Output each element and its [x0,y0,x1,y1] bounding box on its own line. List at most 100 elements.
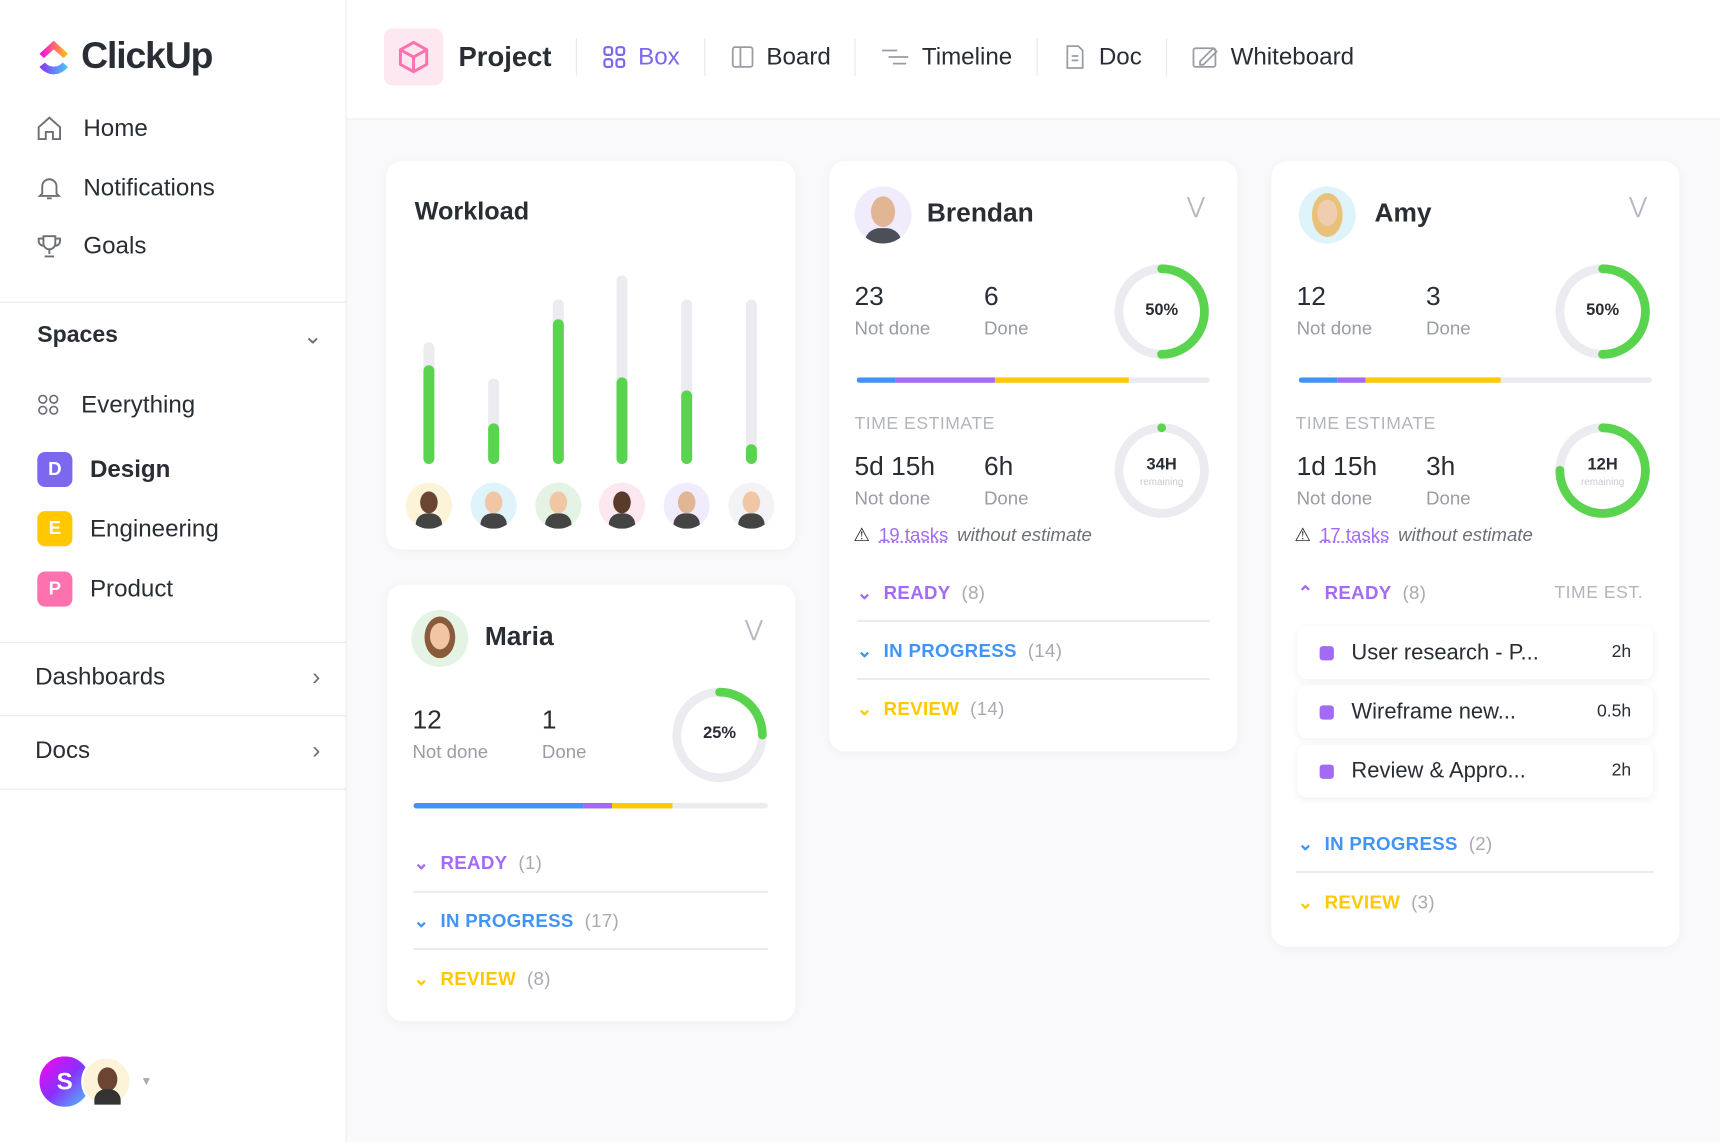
time-estimate-label: TIME ESTIMATE [1295,414,1436,434]
tasks-link[interactable]: 19 tasks [878,524,949,546]
divider [856,619,1210,622]
tab-whiteboard[interactable]: Whiteboard [1167,38,1378,75]
chevron-down-icon: ⌄ [1297,833,1314,855]
progress-donut [670,686,769,790]
status-ready[interactable]: ⌄ READY (8) [857,582,986,604]
status-in-progress[interactable]: ⌄ IN PROGRESS (2) [1298,834,1493,856]
progress-percent: 50% [1145,300,1179,320]
spaces-header[interactable]: Spaces ⌄ [37,323,322,350]
collapse-icon[interactable]: ⋁ [744,617,763,642]
chevron-down-icon: ⌄ [856,698,873,720]
time-done-label: Done [983,488,1029,509]
warning-text: without estimate [1398,524,1533,546]
not-done-label: Not done [854,318,931,339]
teammate-avatar [81,1056,132,1107]
done-count: 3 [1426,281,1441,312]
status-label: IN PROGRESS [883,640,1017,662]
estimate-warning: ⚠ 17 tasks without estimate [1294,524,1532,546]
remaining-donut [1112,421,1211,525]
tab-label: Box [638,42,680,71]
status-segment [413,802,584,809]
cube-icon [383,28,444,86]
status-label: IN PROGRESS [440,910,574,932]
task-row[interactable]: Wireframe new... 0.5h [1297,685,1654,739]
tab-box[interactable]: Box [577,38,705,76]
status-progress-bar [1298,377,1652,383]
workload-avatar[interactable] [534,482,581,529]
task-row[interactable]: Review & Appro... 2h [1297,744,1654,798]
workload-bar-fill [616,376,628,465]
workload-avatar[interactable] [470,482,517,529]
workload-bar[interactable] [552,299,564,465]
workload-avatar[interactable] [663,482,710,529]
status-count: (8) [1402,582,1427,604]
status-review[interactable]: ⌄ REVIEW (14) [857,699,1005,721]
sidebar-item-goals[interactable]: Goals [35,231,146,260]
task-status-dot [1319,764,1334,779]
status-in-progress[interactable]: ⌄ IN PROGRESS (17) [414,910,620,932]
sidebar-item-everything[interactable]: Everything [37,391,195,420]
time-est-header: TIME EST. [1554,583,1644,603]
status-ready[interactable]: ⌄ READY (1) [414,852,543,874]
space-avatar: D [37,451,73,488]
tab-doc[interactable]: Doc [1037,38,1167,76]
status-label: READY [440,852,508,874]
workload-avatar[interactable] [405,482,452,529]
sidebar-item-dashboards[interactable]: Dashboards › [35,663,320,692]
sidebar-item-home[interactable]: Home [35,114,148,143]
workload-card: Workload [386,161,796,550]
doc-icon [1066,45,1084,69]
workload-bar[interactable] [681,299,693,465]
status-count: (3) [1411,891,1435,913]
space-engineering[interactable]: E Engineering [37,511,219,547]
time-not-done-label: Not done [854,488,931,509]
space-product[interactable]: P Product [37,571,173,607]
warning-icon: ⚠ [853,524,871,546]
workload-bar[interactable] [616,274,628,465]
workload-bar[interactable] [745,299,757,465]
brendan-card: Brendan ⋁ 23 Not done 6 Done 50% TIME ES… [829,161,1238,752]
task-time: 0.5h [1596,702,1632,721]
task-row[interactable]: User research - P... 2h [1297,626,1654,680]
status-segment [1298,377,1338,383]
status-label: REVIEW [440,968,517,990]
not-done-count: 12 [412,705,442,735]
donut-fill [1114,423,1209,518]
workload-bar[interactable] [487,378,499,465]
remaining-label: remaining [1139,476,1184,488]
user-menu[interactable]: S ▼ [37,1054,152,1110]
workload-avatar[interactable] [728,482,775,529]
workload-avatar[interactable] [599,482,646,529]
status-review[interactable]: ⌄ REVIEW (3) [1298,892,1435,914]
clickup-logo[interactable]: ClickUp [35,35,213,78]
status-review[interactable]: ⌄ REVIEW (8) [414,969,551,991]
chevron-down-icon: ⌄ [413,910,430,932]
tab-timeline[interactable]: Timeline [856,38,1038,76]
sidebar-item-label: Everything [81,390,196,418]
status-ready[interactable]: ⌃ READY (8) [1298,582,1427,604]
time-done-label: Done [1426,488,1471,509]
collapse-icon[interactable]: ⋁ [1628,194,1647,219]
everything-icon [38,394,59,415]
status-count: (17) [584,910,620,932]
collapse-icon[interactable]: ⋁ [1186,194,1205,219]
divider [413,890,768,893]
not-done-label: Not done [1296,318,1373,339]
tab-label: Whiteboard [1230,42,1355,71]
sidebar-item-docs[interactable]: Docs › [35,736,320,765]
tab-board[interactable]: Board [705,38,857,76]
status-in-progress[interactable]: ⌄ IN PROGRESS (14) [857,641,1063,663]
space-design[interactable]: D Design [37,451,170,488]
trophy-icon [37,235,62,258]
chevron-down-icon: ⌄ [303,323,323,349]
workload-bar[interactable] [423,342,435,465]
status-label: REVIEW [883,698,960,720]
user-name: Amy [1374,198,1432,229]
brendan-avatar [854,186,912,244]
status-label: REVIEW [1324,891,1401,913]
status-segment [583,802,612,809]
tasks-link[interactable]: 17 tasks [1319,524,1390,546]
space-label: Engineering [89,514,219,542]
sidebar-item-notifications[interactable]: Notifications [35,173,215,202]
status-segment [611,802,673,809]
